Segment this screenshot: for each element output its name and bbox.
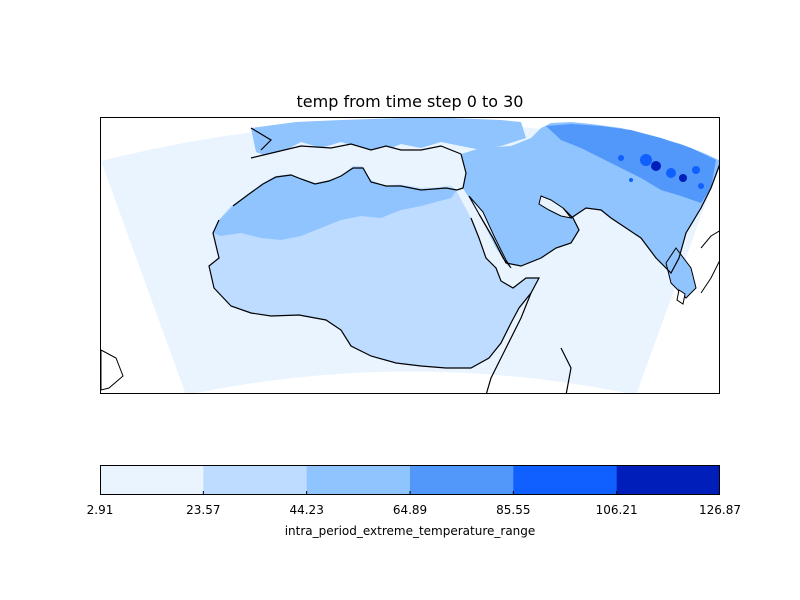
hotspot-cluster	[618, 154, 704, 189]
hotspot-point	[640, 154, 652, 166]
hotspot-point	[679, 174, 687, 182]
colorbar-tick-label: 23.57	[186, 503, 221, 517]
hotspot-point	[692, 166, 700, 174]
colorbar-segment	[410, 465, 514, 495]
colorbar-segment	[100, 465, 204, 495]
hotspot-point	[651, 161, 661, 171]
persian-gulf	[538, 195, 573, 219]
southeast-coast	[700, 230, 719, 294]
west-africa-south	[101, 349, 124, 391]
colorbar-tick-label: 64.89	[392, 503, 428, 517]
india-land	[665, 247, 697, 299]
europe-land	[251, 118, 526, 158]
hotspot-point	[698, 183, 704, 189]
madagascar-coast	[560, 347, 572, 393]
colorbar	[100, 465, 720, 495]
east-africa-coast	[485, 292, 532, 393]
map-panel	[100, 117, 720, 394]
hotspot-point	[629, 178, 633, 182]
map-svg	[101, 118, 719, 393]
colorbar-tick-label: 2.91	[86, 503, 114, 517]
colorbar-segment	[513, 465, 618, 495]
hotspot-point	[618, 155, 624, 161]
colorbar-tick-label: 126.87	[699, 503, 741, 517]
iran-highland	[546, 124, 716, 203]
mediterranean-coast	[232, 153, 467, 207]
colorbar-segment	[616, 465, 720, 495]
colorbar-segment	[203, 465, 308, 495]
colorbar-tick-label: 85.55	[496, 503, 531, 517]
colorbar-tick-label: 44.23	[289, 503, 324, 517]
sri-lanka	[676, 289, 686, 305]
arabia-coast	[478, 207, 580, 267]
mediterranean-sea	[251, 144, 466, 188]
africa-coast	[208, 217, 540, 369]
colorbar-svg	[100, 465, 720, 495]
colorbar-segment	[306, 465, 411, 495]
coastlines	[208, 127, 719, 393]
colorbar-tick-label: 106.21	[595, 503, 638, 517]
iran-coast	[570, 164, 719, 274]
hotspot-point	[666, 168, 676, 178]
europe-coast	[250, 127, 462, 159]
colorbar-label: intra_period_extreme_temperature_range	[284, 524, 536, 538]
figure-title: temp from time step 0 to 30	[296, 92, 524, 111]
